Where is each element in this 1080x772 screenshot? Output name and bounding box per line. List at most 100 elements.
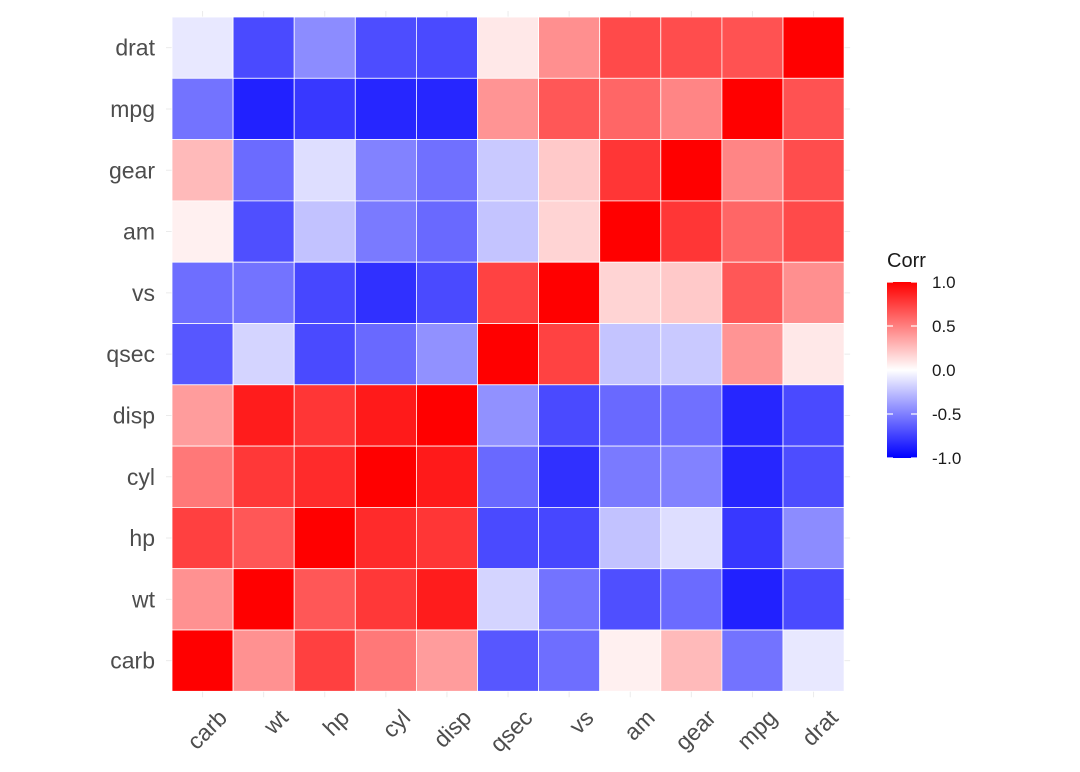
y-tick-label-drat: drat — [115, 35, 155, 61]
heatmap-cell-hp-drat — [782, 506, 845, 570]
x-tick-label-hp: hp — [318, 704, 354, 740]
heatmap-cell-cyl-wt — [232, 445, 295, 508]
heatmap-cell-am-cyl — [354, 200, 417, 263]
heatmap-cell-carb-cyl — [354, 629, 417, 692]
legend-label: -0.5 — [932, 405, 961, 424]
legend-title: Corr — [887, 250, 926, 272]
heatmap-cell-gear-disp — [415, 139, 478, 202]
x-tick-label-carb: carb — [182, 704, 232, 754]
heatmap-cell-qsec-cyl — [354, 323, 417, 386]
heatmap-cell-am-wt — [232, 200, 295, 263]
heatmap-cell-am-vs — [538, 200, 601, 263]
heatmap-cell-carb-drat — [782, 629, 845, 692]
heatmap-cell-mpg-disp — [415, 77, 478, 141]
heatmap-cell-gear-mpg — [721, 139, 784, 202]
x-tick-label-cyl: cyl — [377, 704, 415, 742]
heatmap-cell-qsec-drat — [782, 323, 845, 386]
x-tick-label-vs: vs — [564, 704, 599, 739]
heatmap-cell-carb-am — [599, 629, 662, 692]
heatmap-cell-cyl-mpg — [721, 445, 784, 508]
heatmap-cell-disp-qsec — [477, 384, 539, 447]
heatmap-cell-drat-cyl — [354, 16, 417, 79]
heatmap-cell-mpg-gear — [660, 77, 723, 141]
y-tick-label-wt: wt — [131, 586, 156, 612]
x-tick-label-wt: wt — [258, 704, 294, 740]
heatmap-cell-qsec-qsec — [477, 323, 539, 386]
heatmap-cell-carb-qsec — [477, 629, 539, 692]
heatmap-cell-gear-drat — [782, 139, 845, 202]
heatmap-cell-drat-vs — [538, 16, 601, 79]
heatmap-cell-disp-am — [599, 384, 662, 447]
x-tick-label-am: am — [619, 704, 660, 745]
heatmap-cell-wt-gear — [660, 568, 723, 631]
y-axis: drat mpg gear am vs qsec disp cyl hp wt carb — [106, 35, 155, 674]
heatmap-cell-gear-gear — [660, 139, 723, 202]
heatmap-cell-qsec-carb — [171, 323, 234, 386]
heatmap-cell-disp-vs — [538, 384, 601, 447]
heatmap-cell-carb-vs — [538, 629, 601, 692]
heatmap-cell-drat-qsec — [477, 16, 539, 79]
heatmap-cell-vs-cyl — [354, 261, 417, 324]
heatmap-cell-vs-wt — [232, 261, 295, 324]
heatmap-cell-drat-wt — [232, 16, 295, 79]
heatmap-cell-mpg-qsec — [477, 77, 539, 141]
heatmap-cell-disp-carb — [171, 384, 234, 447]
heatmap-cell-gear-carb — [171, 139, 234, 202]
x-tick-label-mpg: mpg — [732, 704, 782, 754]
legend-label: 0.0 — [932, 361, 956, 380]
heatmap-cells — [171, 16, 845, 692]
heatmap-cell-gear-vs — [538, 139, 601, 202]
heatmap-cell-cyl-cyl — [354, 445, 417, 508]
heatmap-cell-hp-qsec — [477, 506, 539, 570]
heatmap-cell-drat-carb — [171, 16, 234, 79]
heatmap-cell-drat-drat — [782, 16, 845, 79]
heatmap-cell-cyl-vs — [538, 445, 601, 508]
heatmap-cell-vs-drat — [782, 261, 845, 324]
heatmap-cell-hp-hp — [293, 506, 356, 570]
heatmap-cell-cyl-qsec — [477, 445, 539, 508]
heatmap-cell-drat-mpg — [721, 16, 784, 79]
heatmap-cell-vs-qsec — [477, 261, 539, 324]
heatmap-cell-carb-carb — [171, 629, 234, 692]
y-tick-label-carb: carb — [110, 648, 155, 674]
heatmap-cell-carb-hp — [293, 629, 356, 692]
y-tick-label-hp: hp — [129, 525, 155, 551]
x-axis: carb wt hp cyl disp qsec vs am gear mpg drat — [182, 704, 843, 757]
heatmap-cell-gear-qsec — [477, 139, 539, 202]
y-tick-label-am: am — [123, 219, 155, 245]
heatmap-cell-disp-cyl — [354, 384, 417, 447]
heatmap-cell-qsec-wt — [232, 323, 295, 386]
heatmap-cell-hp-disp — [415, 506, 478, 570]
heatmap-cell-disp-gear — [660, 384, 723, 447]
heatmap-cell-wt-carb — [171, 568, 234, 631]
heatmap-cell-wt-mpg — [721, 568, 784, 631]
heatmap-cell-am-qsec — [477, 200, 539, 263]
heatmap-cell-am-drat — [782, 200, 845, 263]
heatmap-cell-hp-mpg — [721, 506, 784, 570]
heatmap-cell-wt-am — [599, 568, 662, 631]
heatmap-cell-cyl-am — [599, 445, 662, 508]
y-tick-label-qsec: qsec — [106, 341, 155, 367]
heatmap-cell-cyl-disp — [415, 445, 478, 508]
heatmap-cell-mpg-vs — [538, 77, 601, 141]
heatmap-cell-mpg-cyl — [354, 77, 417, 141]
legend-label: 0.5 — [932, 317, 956, 336]
heatmap-cell-vs-hp — [293, 261, 356, 324]
legend-label: 1.0 — [932, 273, 956, 292]
heatmap-cell-qsec-disp — [415, 323, 478, 386]
heatmap-cell-mpg-am — [599, 77, 662, 141]
heatmap-cell-drat-gear — [660, 16, 723, 79]
heatmap-cell-wt-qsec — [477, 568, 539, 631]
heatmap-cell-disp-mpg — [721, 384, 784, 447]
heatmap-cell-am-am — [599, 200, 662, 263]
heatmap-cell-qsec-gear — [660, 323, 723, 386]
heatmap-cell-disp-disp — [415, 384, 478, 447]
heatmap-cell-qsec-vs — [538, 323, 601, 386]
heatmap-cell-vs-mpg — [721, 261, 784, 324]
x-tick-label-gear: gear — [670, 704, 721, 755]
heatmap-cell-mpg-wt — [232, 77, 295, 141]
heatmap-cell-hp-vs — [538, 506, 601, 570]
heatmap-cell-drat-am — [599, 16, 662, 79]
heatmap-cell-wt-drat — [782, 568, 845, 631]
heatmap-cell-hp-carb — [171, 506, 234, 570]
